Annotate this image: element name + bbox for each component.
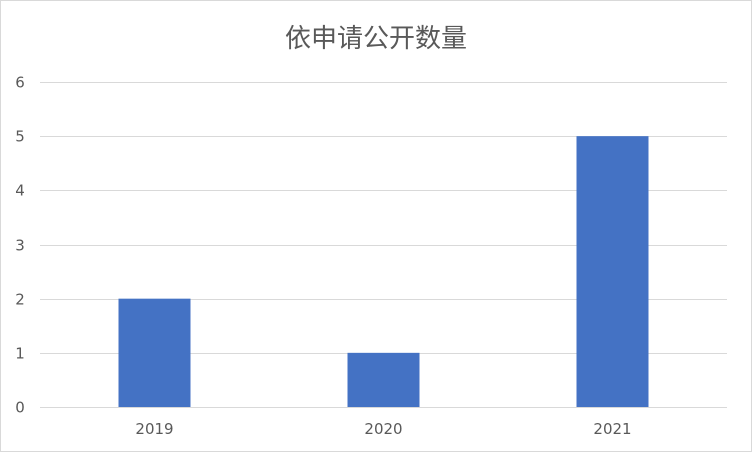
y-tick-label: 5	[15, 128, 25, 146]
bar-2019	[118, 298, 191, 407]
y-tick-label: 6	[15, 74, 25, 92]
bar-2021	[576, 136, 649, 407]
chart-title: 依申请公开数量	[284, 24, 467, 54]
x-tick-label: 2021	[593, 420, 631, 438]
y-tick-label: 2	[15, 291, 25, 309]
y-tick-label: 1	[15, 345, 25, 363]
x-tick-label: 2020	[364, 420, 402, 438]
y-tick-label: 4	[15, 182, 25, 200]
x-tick-label: 2019	[135, 420, 173, 438]
bar-2020	[347, 352, 420, 407]
y-tick-label: 3	[15, 237, 25, 255]
y-tick-label: 0	[15, 399, 25, 417]
